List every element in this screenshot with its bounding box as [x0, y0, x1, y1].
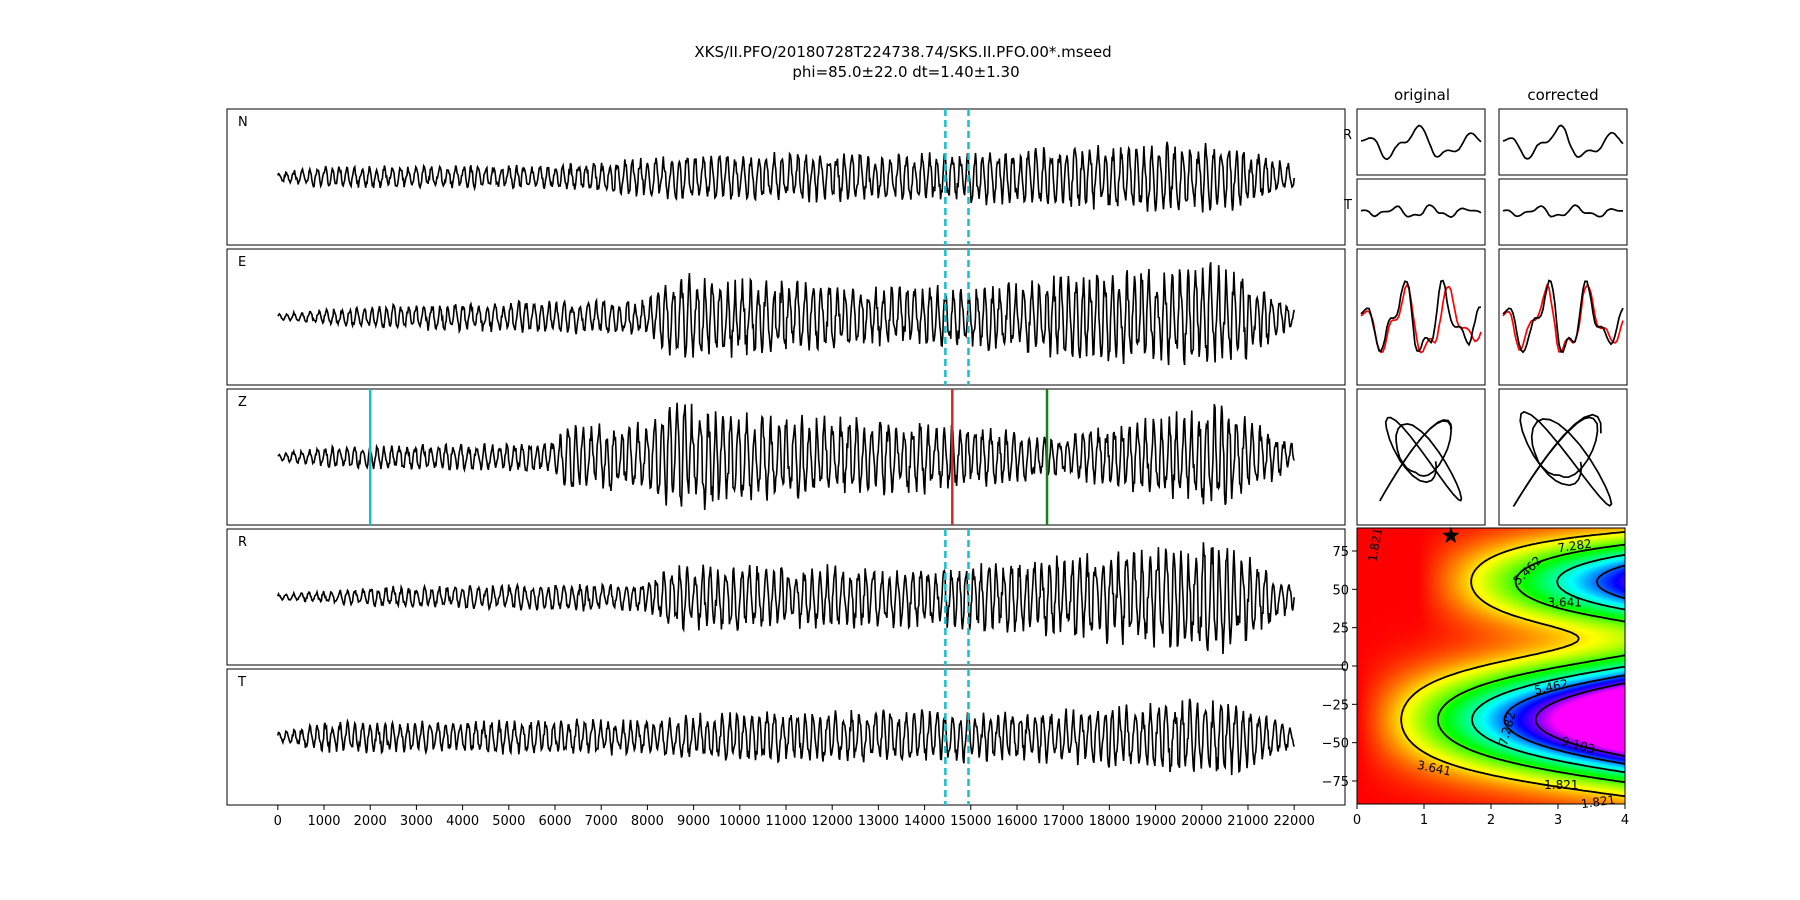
time-axis: 0 1000 2000 3000 4000 5000 6000 7000 8000 9000 100… [274, 805, 1315, 829]
x-tick-label: 12000 [812, 814, 853, 829]
x-tick-label: 10000 [719, 814, 760, 829]
seismogram-panels: N E Z R T [226, 108, 1346, 806]
x-tick-label: 11000 [765, 814, 806, 829]
slow-trace-black [1502, 279, 1624, 354]
x-tick-label: 21000 [1227, 814, 1268, 829]
contour-label: 3.641 [1548, 596, 1582, 610]
contour-label: 1.821 [1365, 527, 1385, 563]
panel-r: R [226, 528, 1346, 666]
best-fit-star [1442, 526, 1460, 543]
x-tick-label: 7000 [585, 814, 618, 829]
contour-label: 5.462 [1533, 677, 1570, 698]
x-tick-label: 3000 [400, 814, 433, 829]
es-x-tick-label: 1 [1420, 813, 1428, 828]
contour-label: 3.641 [1416, 758, 1453, 779]
x-tick-label: 17000 [1043, 814, 1084, 829]
contour-line [1534, 682, 1625, 757]
x-tick-label: 16000 [996, 814, 1037, 829]
error-surface-heatmap [1357, 528, 1625, 804]
panel-t: T [226, 668, 1346, 806]
small-panels: RT [1343, 108, 1628, 526]
best-fit-star-icon [1442, 526, 1460, 543]
es-x-tick-label: 0 [1353, 813, 1361, 828]
t-row-label: T [1343, 198, 1352, 213]
particle-motion-trace [1379, 416, 1463, 502]
contour-label: 1.821 [1544, 778, 1578, 792]
x-tick-label: 14000 [904, 814, 945, 829]
slow-trace-black [1360, 279, 1482, 353]
es-y-tick-label: 25 [1332, 622, 1349, 637]
small-panel-frame [1356, 178, 1486, 246]
contour-label: 1.821 [1580, 793, 1616, 812]
t-component-trace [1360, 204, 1482, 219]
x-tick-label: 18000 [1089, 814, 1130, 829]
es-y-tick-label: −75 [1322, 775, 1349, 790]
es-x-tick-label: 2 [1487, 813, 1495, 828]
x-tick-label: 22000 [1274, 814, 1315, 829]
x-tick-label: 9000 [677, 814, 710, 829]
es-y-tick-label: 0 [1341, 660, 1349, 675]
contour-line [1503, 564, 1625, 765]
panel-z: Z [226, 388, 1346, 526]
contour-line [1400, 531, 1625, 798]
small-panel-frame [1356, 388, 1486, 526]
waveform-n [277, 141, 1295, 213]
r-row-label: R [1343, 128, 1352, 143]
chart-subtitle: phi=85.0±22.0 dt=1.40±1.30 [792, 63, 1019, 81]
x-tick-label: 8000 [631, 814, 664, 829]
x-tick-label: 20000 [1181, 814, 1222, 829]
panel-label-e: E [238, 255, 246, 270]
x-tick-label: 1000 [307, 814, 340, 829]
column-original-label: original [1394, 86, 1450, 104]
es-y-tick-label: 75 [1332, 545, 1349, 560]
es-x-tick-label: 4 [1621, 813, 1629, 828]
x-tick-label: 13000 [858, 814, 899, 829]
x-tick-label: 15000 [950, 814, 991, 829]
small-panel-frame [1498, 108, 1628, 176]
waveform-e [277, 262, 1295, 366]
waveform-z [277, 402, 1295, 511]
es-y-tick-label: −25 [1322, 698, 1349, 713]
x-tick-label: 0 [274, 814, 282, 829]
r-component-trace [1360, 124, 1482, 161]
es-y-tick-label: 50 [1332, 583, 1349, 598]
panel-label-r: R [238, 535, 247, 550]
particle-motion-trace [1512, 410, 1613, 507]
r-component-trace [1502, 124, 1624, 160]
chart-title: XKS/II.PFO/20180728T224738.74/SKS.II.PFO… [694, 43, 1111, 61]
x-tick-label: 19000 [1135, 814, 1176, 829]
waveform-r [277, 542, 1295, 655]
x-tick-label: 4000 [446, 814, 479, 829]
error-surface-panel: 0 1 2 3 4 75 50 25 0 −25 −50 −75 1.821 5.462 7.282 3.6… [1322, 527, 1630, 828]
panel-frame-e [226, 248, 1346, 386]
x-tick-label: 5000 [492, 814, 525, 829]
panel-label-t: T [237, 675, 246, 690]
panel-label-n: N [238, 115, 248, 130]
error-surface-contours [1400, 531, 1625, 798]
small-panel-frame [1498, 178, 1628, 246]
panel-n: N [226, 108, 1346, 246]
contour-line [1471, 553, 1625, 774]
x-tick-label: 6000 [538, 814, 571, 829]
es-y-tick-label: −50 [1322, 737, 1349, 752]
waveform-t [277, 698, 1295, 776]
small-panel-frame [1498, 248, 1628, 386]
small-panel-frame [1356, 248, 1486, 386]
contour-line [1437, 543, 1625, 784]
es-x-tick-label: 3 [1554, 813, 1562, 828]
t-component-trace [1502, 204, 1624, 218]
error-surface-axes: 0 1 2 3 4 75 50 25 0 −25 −50 −75 [1322, 545, 1630, 828]
panel-label-z: Z [238, 395, 247, 410]
x-tick-label: 2000 [354, 814, 387, 829]
contour-label: 7.282 [1557, 537, 1593, 556]
panel-e: E [226, 248, 1346, 386]
column-corrected-label: corrected [1527, 86, 1598, 104]
